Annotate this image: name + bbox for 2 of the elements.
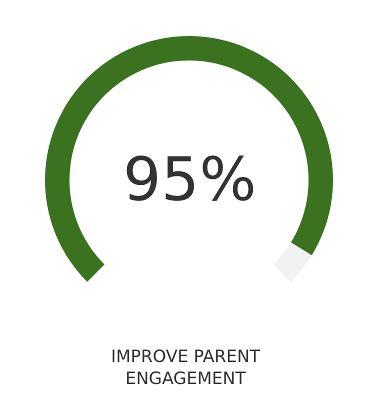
text: IMPROVE PARENT ENGAGEMENT bbox=[111, 347, 261, 390]
data-label: 95% bbox=[123, 145, 256, 215]
